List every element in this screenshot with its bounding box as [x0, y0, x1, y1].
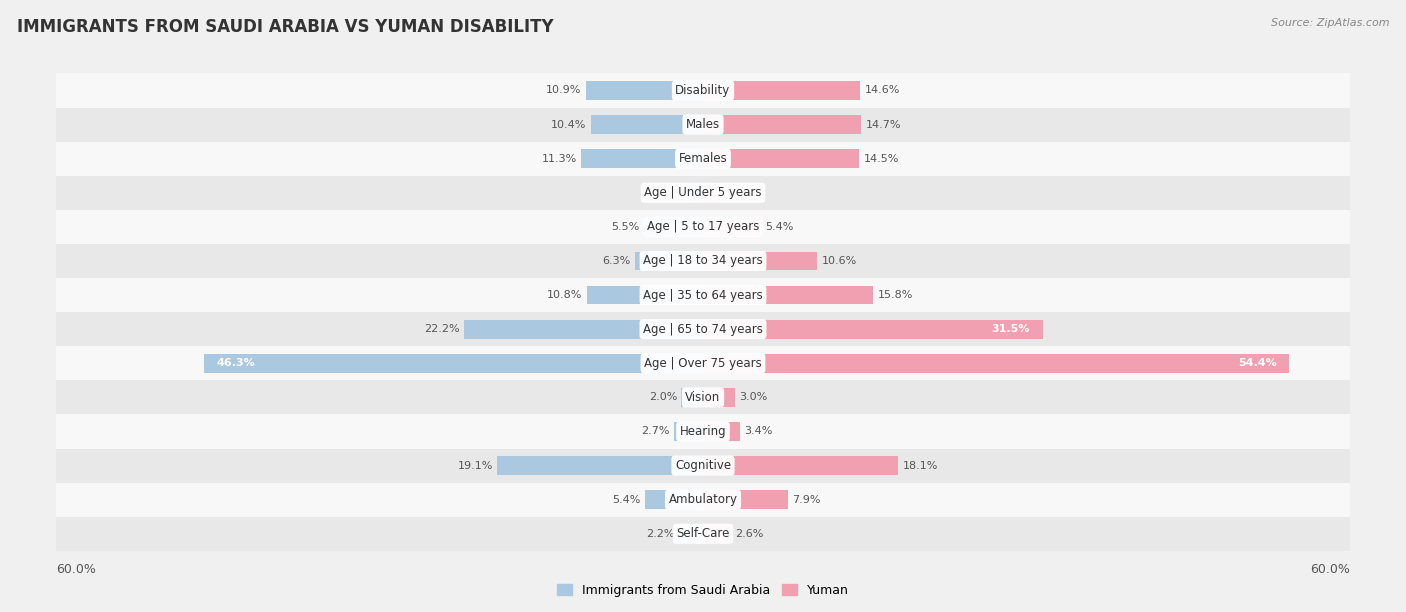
Text: 0.95%: 0.95%	[717, 188, 754, 198]
Bar	[682, 388, 703, 407]
Bar	[56, 176, 1350, 210]
Text: 14.7%: 14.7%	[866, 119, 901, 130]
Text: 14.6%: 14.6%	[865, 86, 900, 95]
Bar	[204, 354, 703, 373]
Text: Females: Females	[679, 152, 727, 165]
Bar	[56, 210, 1350, 244]
Bar	[703, 217, 761, 236]
Bar	[703, 286, 873, 304]
Text: 5.4%: 5.4%	[612, 494, 641, 505]
Bar	[703, 81, 860, 100]
Text: 54.4%: 54.4%	[1237, 358, 1277, 368]
Text: 3.0%: 3.0%	[740, 392, 768, 402]
Bar	[703, 320, 1043, 338]
Bar	[703, 149, 859, 168]
Bar	[591, 115, 703, 134]
Text: Cognitive: Cognitive	[675, 459, 731, 472]
Text: 6.3%: 6.3%	[603, 256, 631, 266]
Bar	[703, 354, 1289, 373]
Text: 2.0%: 2.0%	[648, 392, 678, 402]
Text: 31.5%: 31.5%	[991, 324, 1029, 334]
Bar	[585, 81, 703, 100]
Bar	[703, 524, 731, 543]
Bar	[498, 456, 703, 475]
Legend: Immigrants from Saudi Arabia, Yuman: Immigrants from Saudi Arabia, Yuman	[551, 579, 855, 602]
Bar	[56, 73, 1350, 108]
Bar	[703, 184, 713, 202]
Bar	[679, 524, 703, 543]
Text: 3.4%: 3.4%	[744, 427, 772, 436]
Text: Age | 18 to 34 years: Age | 18 to 34 years	[643, 255, 763, 267]
Text: 14.5%: 14.5%	[863, 154, 898, 163]
Bar	[673, 422, 703, 441]
Bar	[56, 244, 1350, 278]
Text: Vision: Vision	[685, 391, 721, 404]
Text: 10.9%: 10.9%	[546, 86, 581, 95]
Bar	[581, 149, 703, 168]
Text: 2.2%: 2.2%	[647, 529, 675, 539]
Text: 5.5%: 5.5%	[612, 222, 640, 232]
Bar	[56, 380, 1350, 414]
Text: 1.2%: 1.2%	[658, 188, 686, 198]
Bar	[56, 517, 1350, 551]
Bar	[56, 141, 1350, 176]
Text: 46.3%: 46.3%	[217, 358, 256, 368]
Text: IMMIGRANTS FROM SAUDI ARABIA VS YUMAN DISABILITY: IMMIGRANTS FROM SAUDI ARABIA VS YUMAN DI…	[17, 18, 554, 36]
Text: Males: Males	[686, 118, 720, 131]
Text: 7.9%: 7.9%	[793, 494, 821, 505]
Bar	[586, 286, 703, 304]
Text: 2.6%: 2.6%	[735, 529, 763, 539]
Text: 18.1%: 18.1%	[903, 461, 938, 471]
Bar	[703, 422, 740, 441]
Text: 10.4%: 10.4%	[551, 119, 586, 130]
Bar	[703, 388, 735, 407]
Text: 22.2%: 22.2%	[423, 324, 460, 334]
Bar	[644, 217, 703, 236]
Bar	[56, 483, 1350, 517]
Bar	[703, 252, 817, 271]
Text: Age | Over 75 years: Age | Over 75 years	[644, 357, 762, 370]
Bar	[703, 456, 898, 475]
Text: 15.8%: 15.8%	[877, 290, 912, 300]
Text: Age | 35 to 64 years: Age | 35 to 64 years	[643, 289, 763, 302]
Bar	[56, 346, 1350, 380]
Text: 60.0%: 60.0%	[1310, 563, 1350, 576]
Bar	[703, 115, 862, 134]
Text: Age | 65 to 74 years: Age | 65 to 74 years	[643, 323, 763, 335]
Text: 19.1%: 19.1%	[457, 461, 494, 471]
Text: Disability: Disability	[675, 84, 731, 97]
Bar	[56, 414, 1350, 449]
Text: Age | 5 to 17 years: Age | 5 to 17 years	[647, 220, 759, 233]
Bar	[636, 252, 703, 271]
Bar	[56, 449, 1350, 483]
Bar	[645, 490, 703, 509]
Text: Ambulatory: Ambulatory	[668, 493, 738, 506]
Text: Source: ZipAtlas.com: Source: ZipAtlas.com	[1271, 18, 1389, 28]
Text: Age | Under 5 years: Age | Under 5 years	[644, 186, 762, 200]
Bar	[56, 278, 1350, 312]
Text: 5.4%: 5.4%	[765, 222, 794, 232]
Bar	[690, 184, 703, 202]
Text: Self-Care: Self-Care	[676, 528, 730, 540]
Text: 2.7%: 2.7%	[641, 427, 669, 436]
Bar	[56, 108, 1350, 141]
Text: 11.3%: 11.3%	[541, 154, 576, 163]
Bar	[464, 320, 703, 338]
Text: Hearing: Hearing	[679, 425, 727, 438]
Bar	[703, 490, 789, 509]
Text: 10.6%: 10.6%	[821, 256, 856, 266]
Bar	[56, 312, 1350, 346]
Text: 10.8%: 10.8%	[547, 290, 582, 300]
Text: 60.0%: 60.0%	[56, 563, 96, 576]
